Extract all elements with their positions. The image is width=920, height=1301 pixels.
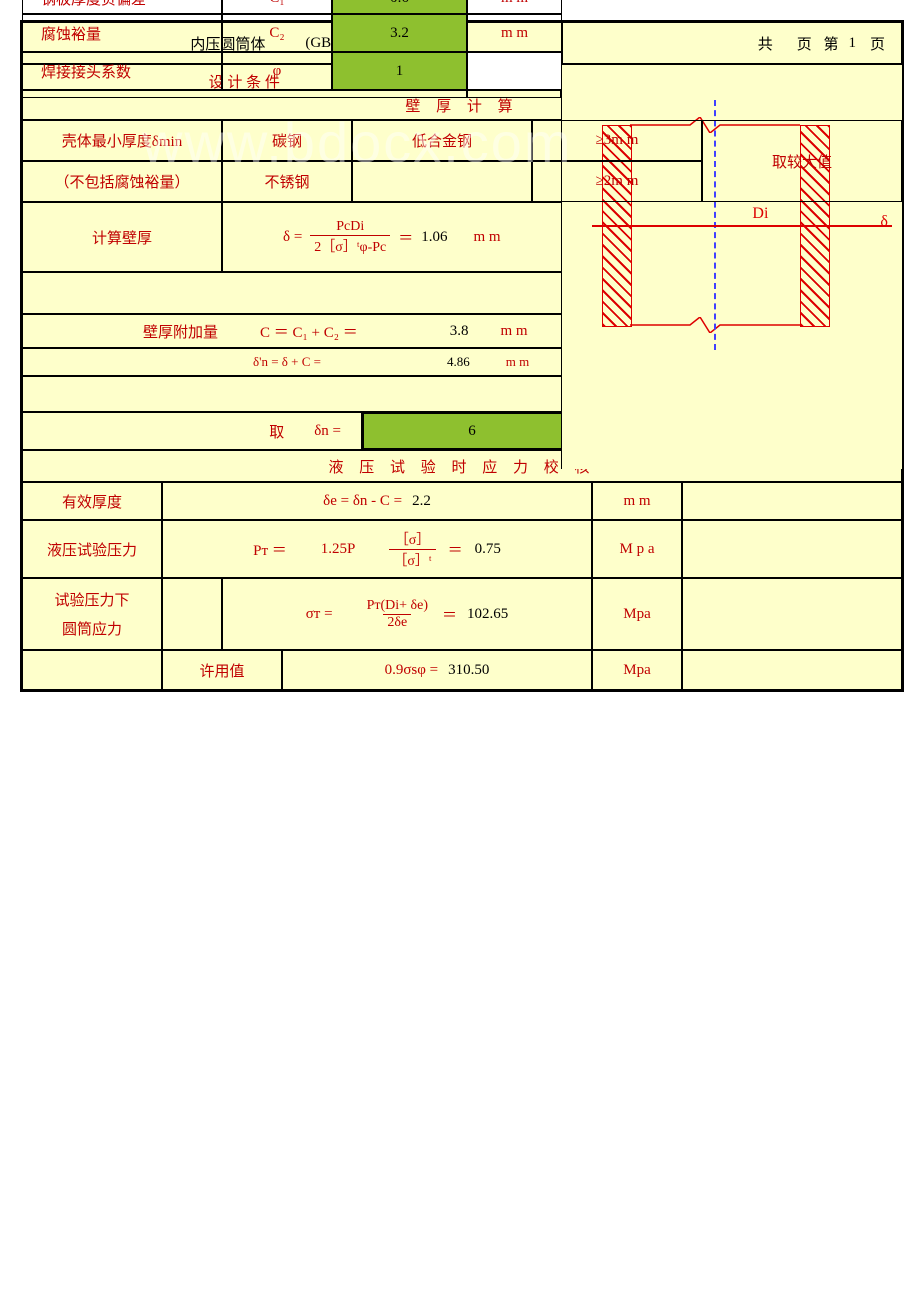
row-c2-sym: C₂ (222, 14, 332, 52)
pt-val: 0.75 (475, 541, 501, 558)
eff-val: 2.2 (412, 493, 431, 510)
take-val: 6 (362, 412, 582, 450)
row-phi-label: 焊接接头系数 (22, 52, 222, 90)
page-info: 共 页 第 1 页 (562, 22, 902, 64)
take-row: 取 δn = (22, 412, 362, 450)
diagram-di-label: Di (752, 205, 768, 223)
eff-unit: m m (592, 482, 682, 520)
row-c1-label: 钢板厚度负偏差 (22, 0, 222, 14)
sigmat-unit: Mpa (592, 578, 682, 650)
min-pick: 取较大值 (702, 120, 902, 202)
add-val: 3.8 (450, 323, 469, 340)
pt-unit: M p a (592, 520, 682, 578)
diagram-delta-label: δ (880, 213, 888, 231)
row-c1-unit: m m (467, 0, 562, 14)
min-m2: 不锈钢 (222, 161, 352, 202)
row-phi-unit (467, 52, 562, 90)
row-c2-val: 3.2 (332, 14, 467, 52)
calc-val: 1.06 (421, 229, 447, 246)
calculation-sheet: 内压圆筒体 (GB150-1998) 共 页 第 1 页 设 计 条 件 单 位 (20, 20, 904, 692)
allow-expr: 0.9σsφ = 310.50 (282, 650, 592, 690)
eff-label: 有效厚度 (22, 482, 162, 520)
row-c2-unit: m m (467, 14, 562, 52)
row-c1-val: 0.6 (332, 0, 467, 14)
min-m2v: ≥2m m (532, 161, 702, 202)
eff-expr: δe = δn - C = 2.2 (162, 482, 592, 520)
pt-label: 液压试验压力 (22, 520, 162, 578)
sigmat-label: 试验压力下 圆筒应力 (22, 578, 162, 650)
row-c2-label: 腐蚀裕量 (22, 14, 222, 52)
min-note: （不包括腐蚀裕量） (22, 161, 222, 202)
sigmat-val: 102.65 (467, 606, 508, 623)
allow-label: 许用值 (162, 650, 282, 690)
calc-label: 计算壁厚 (22, 202, 222, 272)
allow-val: 310.50 (448, 662, 489, 679)
pt-formula: Pᴛ ＝ 1.25P ［σ］ ［σ］ᵗ ＝ 0.75 (162, 520, 592, 578)
dn1-val: 4.86 (447, 354, 470, 370)
row-c1-sym: C₁ (222, 0, 332, 14)
sigmat-formula: σᴛ = Pᴛ(Di+ δe) 2δe ＝ 102.65 (222, 578, 592, 650)
min-m1b: 低合金钢 (352, 120, 532, 161)
allow-unit: Mpa (592, 650, 682, 690)
row-phi-val: 1 (332, 52, 467, 90)
min-m1: 碳钢 (222, 120, 352, 161)
min-label: 壳体最小厚度δmin (22, 120, 222, 161)
row-phi-sym: φ (222, 52, 332, 90)
min-m1v: ≥3m m (532, 120, 702, 161)
